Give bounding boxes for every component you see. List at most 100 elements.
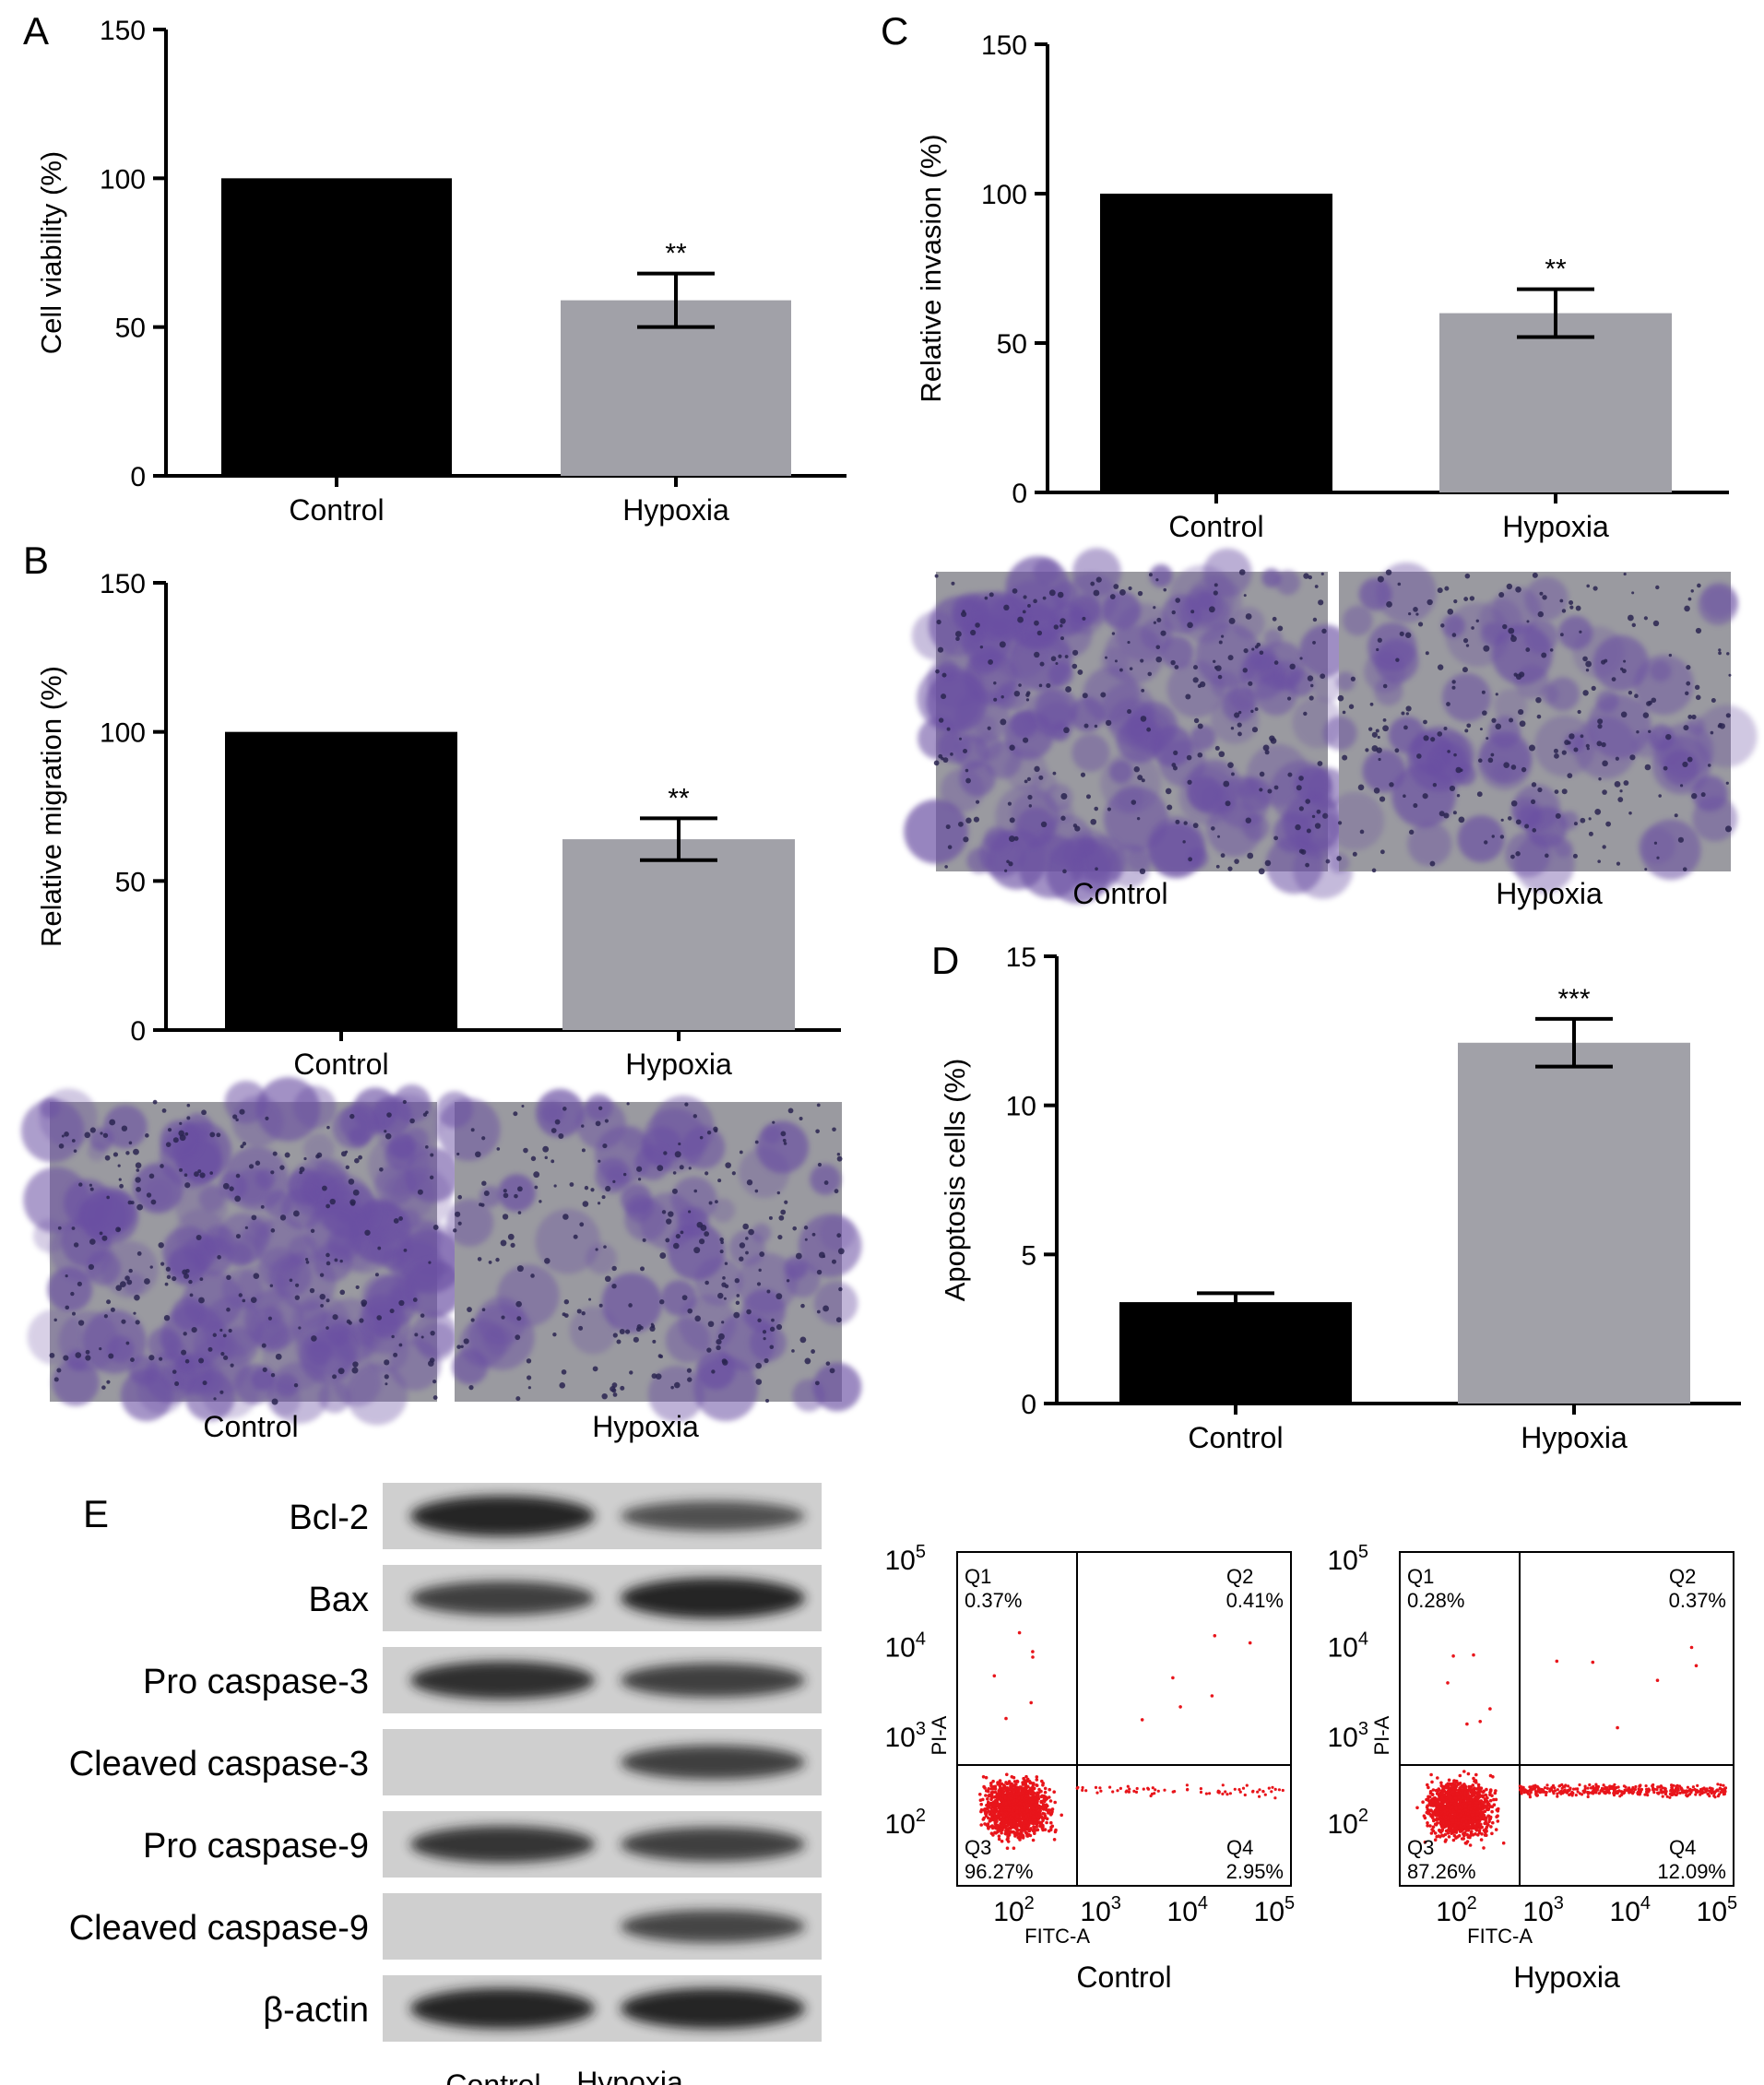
membrane-pore: [1482, 710, 1487, 716]
stained-cell: [298, 1300, 327, 1331]
y-axis-label: PI-A: [928, 1715, 951, 1755]
membrane-pore: [1038, 775, 1044, 780]
x-tick-label: Hypoxia: [1502, 510, 1609, 543]
stained-cell: [1216, 776, 1270, 829]
event-dot: [1119, 1786, 1122, 1790]
membrane-pore: [1580, 817, 1586, 823]
event-dot: [1005, 1772, 1009, 1777]
event-dot: [1483, 1833, 1487, 1837]
membrane-pore: [717, 1292, 724, 1299]
event-dot: [1463, 1808, 1468, 1812]
membrane-pore: [1039, 661, 1045, 667]
x-axis-label: FITC-A: [1467, 1925, 1533, 1948]
tick-exponent: 2: [1024, 1893, 1035, 1913]
event-dot: [1463, 1790, 1467, 1795]
event-dot: [1042, 1796, 1047, 1800]
event-dot: [983, 1822, 987, 1826]
micrograph-label-control: Control: [1072, 877, 1167, 910]
event-dot: [1661, 1790, 1665, 1794]
quadrant-value-q2: 0.41%: [1226, 1589, 1284, 1612]
tick-base: 10: [1080, 1897, 1110, 1927]
membrane-pore: [219, 1390, 224, 1394]
event-dot: [1429, 1804, 1433, 1807]
event-dot: [1608, 1784, 1612, 1788]
membrane-pore: [345, 1165, 350, 1169]
membrane-pore: [1561, 788, 1568, 795]
stained-cell: [293, 1085, 337, 1129]
event-dot: [1124, 1790, 1128, 1794]
event-dot: [1628, 1791, 1631, 1795]
membrane-pore: [1336, 856, 1342, 861]
membrane-pore: [99, 1231, 103, 1236]
event-dot: [1010, 1817, 1014, 1820]
membrane-pore: [70, 1291, 75, 1297]
event-dot: [1048, 1813, 1053, 1817]
event-dot: [1171, 1676, 1175, 1680]
membrane-pore: [1379, 796, 1386, 802]
stained-cell: [810, 1164, 841, 1195]
membrane-pore: [944, 865, 948, 869]
stained-cell: [1185, 585, 1224, 623]
membrane-pore: [1653, 841, 1658, 845]
membrane-pore: [551, 1159, 555, 1164]
membrane-pore: [1453, 599, 1458, 604]
stained-cell: [80, 1187, 139, 1245]
membrane-pore: [825, 1361, 831, 1366]
membrane-pore: [739, 1242, 746, 1249]
event-dot: [1012, 1846, 1016, 1850]
y-axis-tick-label: 104: [885, 1629, 927, 1663]
membrane-pore: [1465, 644, 1470, 647]
event-dot: [989, 1807, 993, 1810]
membrane-pore: [984, 596, 989, 600]
membrane-pore: [1483, 645, 1490, 652]
membrane-pore: [1008, 861, 1013, 867]
event-dot: [1015, 1806, 1019, 1810]
event-dot: [1034, 1829, 1037, 1832]
event-dot: [1440, 1829, 1444, 1833]
event-dot: [1665, 1795, 1669, 1798]
membrane-pore: [1186, 754, 1192, 761]
event-dot: [993, 1810, 998, 1814]
quadrant-value-q4: 12.09%: [1657, 1860, 1726, 1883]
event-dot: [1028, 1798, 1032, 1802]
event-dot: [1216, 1790, 1220, 1794]
y-axis-tick-label: 102: [1328, 1806, 1369, 1840]
membrane-pore: [125, 1151, 130, 1155]
membrane-pore: [561, 1369, 567, 1375]
membrane-pore: [1515, 851, 1521, 857]
event-dot: [1588, 1783, 1592, 1787]
event-dot: [1483, 1797, 1487, 1801]
membrane-pore: [642, 1238, 646, 1242]
event-dot: [1459, 1813, 1463, 1818]
event-dot: [1465, 1840, 1470, 1843]
membrane-pore: [326, 1252, 330, 1258]
membrane-pore: [228, 1328, 232, 1333]
event-dot: [1636, 1791, 1640, 1795]
blot-band: [621, 1663, 805, 1698]
event-dot: [1586, 1795, 1590, 1799]
event-dot: [1427, 1808, 1431, 1812]
event-dot: [1586, 1786, 1590, 1790]
membrane-pore: [183, 1332, 187, 1336]
event-dot: [982, 1807, 987, 1812]
membrane-pore: [501, 1315, 505, 1320]
event-dot: [1015, 1799, 1019, 1803]
event-dot: [1433, 1831, 1438, 1835]
membrane-pore: [332, 1374, 337, 1380]
membrane-pore: [960, 610, 967, 618]
membrane-pore: [1615, 756, 1619, 761]
tick-exponent: 5: [916, 1542, 926, 1562]
membrane-pore: [1577, 709, 1581, 715]
event-dot: [1556, 1795, 1559, 1798]
event-dot: [1545, 1786, 1549, 1791]
membrane-pore: [1539, 591, 1544, 596]
membrane-pore: [1175, 819, 1180, 824]
membrane-pore: [119, 1183, 124, 1189]
stained-cell: [1559, 811, 1579, 830]
event-dot: [1474, 1801, 1479, 1805]
stained-cell: [305, 1203, 365, 1264]
event-dot: [984, 1775, 989, 1780]
membrane-pore: [1060, 793, 1068, 800]
event-dot: [992, 1674, 997, 1678]
membrane-pore: [837, 1248, 845, 1255]
